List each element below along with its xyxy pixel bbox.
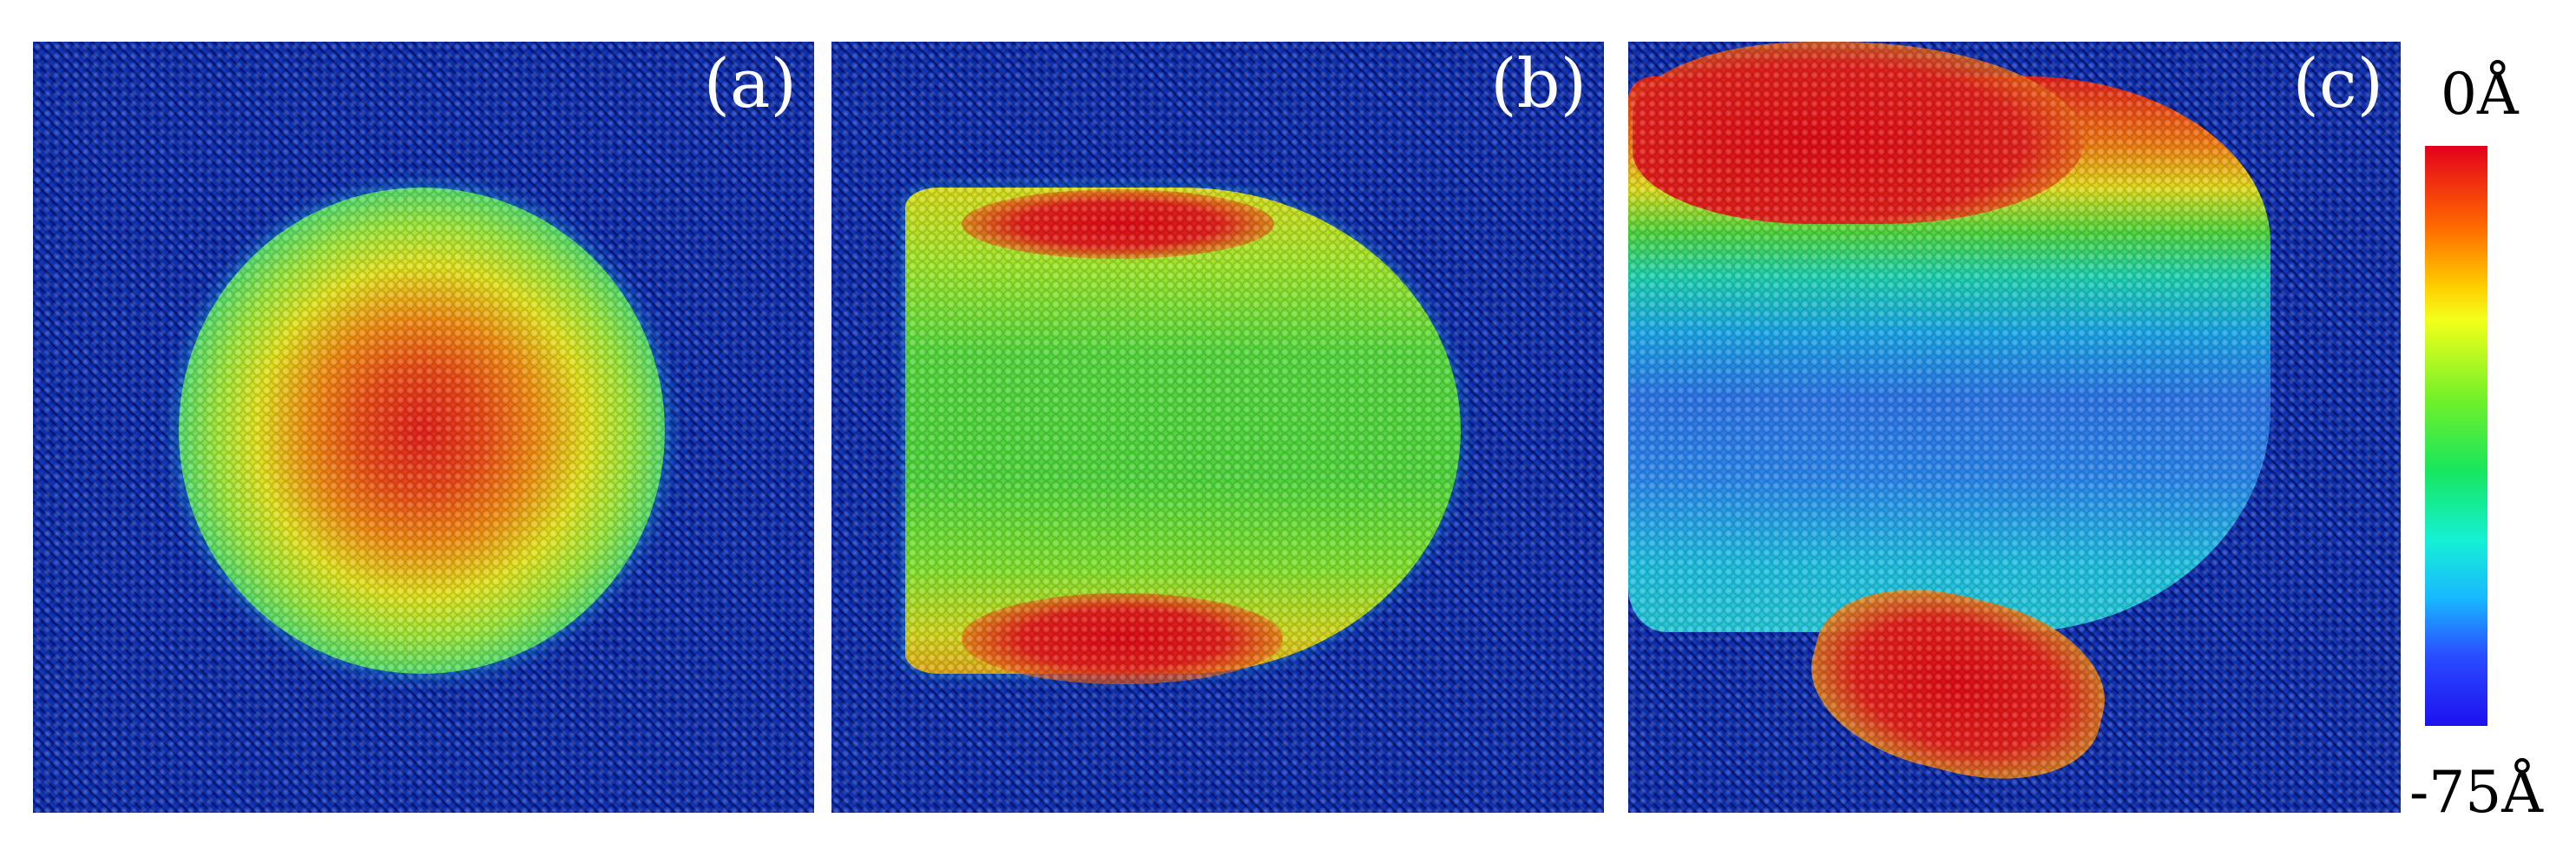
ridge-top <box>962 189 1274 259</box>
panel-b-image: (b) <box>831 42 1604 813</box>
height-color-scale <box>2425 146 2487 726</box>
scale-min-label: -75Å <box>2409 759 2543 826</box>
panel-label-a: (a) <box>703 45 797 123</box>
mound-blob <box>179 188 665 674</box>
deformed-blob <box>905 188 1461 674</box>
scale-max-label: 0Å <box>2441 61 2519 128</box>
panel-label-c: (c) <box>2292 45 2383 123</box>
ridge-bottom <box>962 593 1283 684</box>
panel-c-image: (c) <box>1628 42 2401 813</box>
panel-a-image: (a) <box>33 42 814 813</box>
pile-top <box>1633 42 2084 224</box>
panel-label-b: (b) <box>1490 45 1587 123</box>
